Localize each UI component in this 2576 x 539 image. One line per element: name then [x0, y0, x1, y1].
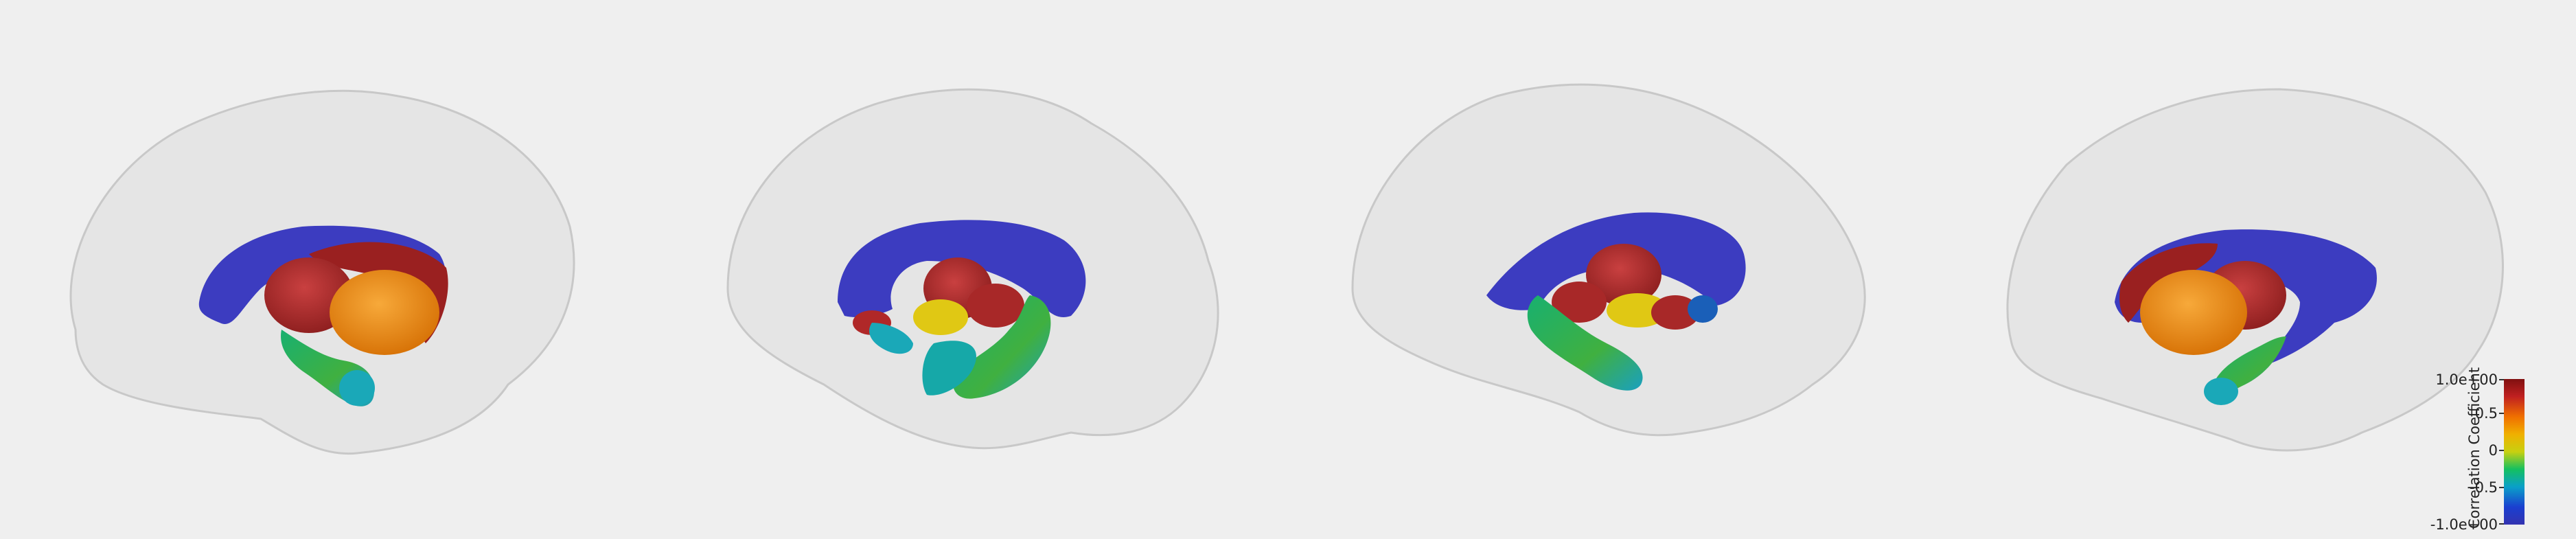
colorbar-tick-min: -1.0e+00 [2430, 516, 2498, 533]
putamen [1651, 295, 1699, 330]
hippocampus-right [922, 341, 976, 395]
amygdala [1688, 295, 1718, 323]
putamen [2140, 270, 2247, 355]
hippocampus [953, 295, 1051, 399]
colorbar-tick-max: 1.0e+00 [2435, 371, 2498, 388]
colorbar-tick-zero: 0 [2488, 442, 2498, 459]
caudate [1552, 282, 1607, 323]
lateral-ventricle [838, 220, 1086, 317]
colorbar-tick-neg-half: -0.5 [2470, 479, 2498, 496]
caudate [967, 284, 1024, 328]
brain-view-left-lateral[interactable] [69, 89, 575, 455]
pallidum [1607, 293, 1668, 328]
brain-view-right-lateral[interactable] [2006, 88, 2504, 452]
amygdala [339, 370, 375, 406]
thalamus [1586, 244, 1661, 306]
colorbar-gradient [2504, 379, 2525, 525]
putamen [330, 270, 439, 355]
colorbar-tick-marks [2499, 379, 2504, 525]
pallidum [913, 299, 968, 335]
brain-view-right-medial[interactable] [1351, 83, 1866, 437]
hippocampus [1527, 295, 1643, 391]
amygdala [2204, 378, 2238, 405]
amygdala-left [869, 323, 913, 354]
brain-view-left-medial[interactable] [726, 88, 1219, 450]
colorbar-tick-half: 0.5 [2474, 405, 2498, 422]
